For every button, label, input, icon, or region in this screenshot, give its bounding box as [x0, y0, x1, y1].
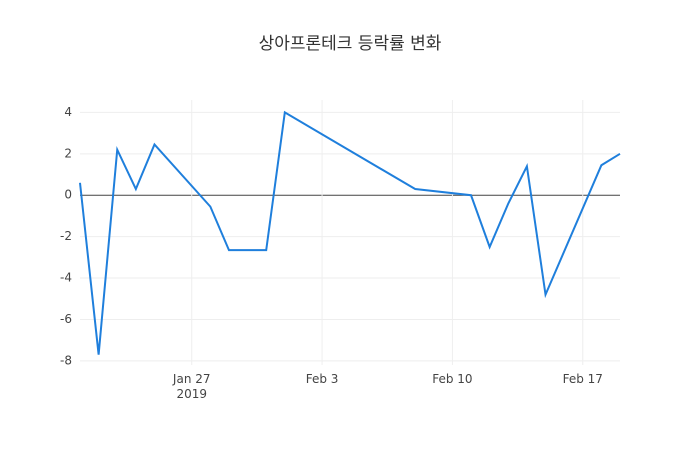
y-tick-label: -8: [60, 353, 72, 367]
x-tick-label: Feb 3: [305, 372, 339, 386]
y-tick-label: -4: [60, 271, 72, 285]
chart-title: 상아프론테크 등락률 변화: [259, 34, 442, 54]
y-tick-label: -2: [60, 229, 72, 243]
line: [79, 110, 621, 355]
y-tick-label: 0: [64, 188, 72, 202]
y-tick-label: -6: [60, 312, 72, 326]
x-tick-label: Feb 10: [432, 372, 473, 386]
y-tick-label: 4: [64, 105, 72, 119]
x-tick-label: Jan 27 2019: [172, 372, 211, 401]
y-tick-label: 2: [64, 146, 72, 160]
x-tick-label: Feb 17: [562, 372, 603, 386]
